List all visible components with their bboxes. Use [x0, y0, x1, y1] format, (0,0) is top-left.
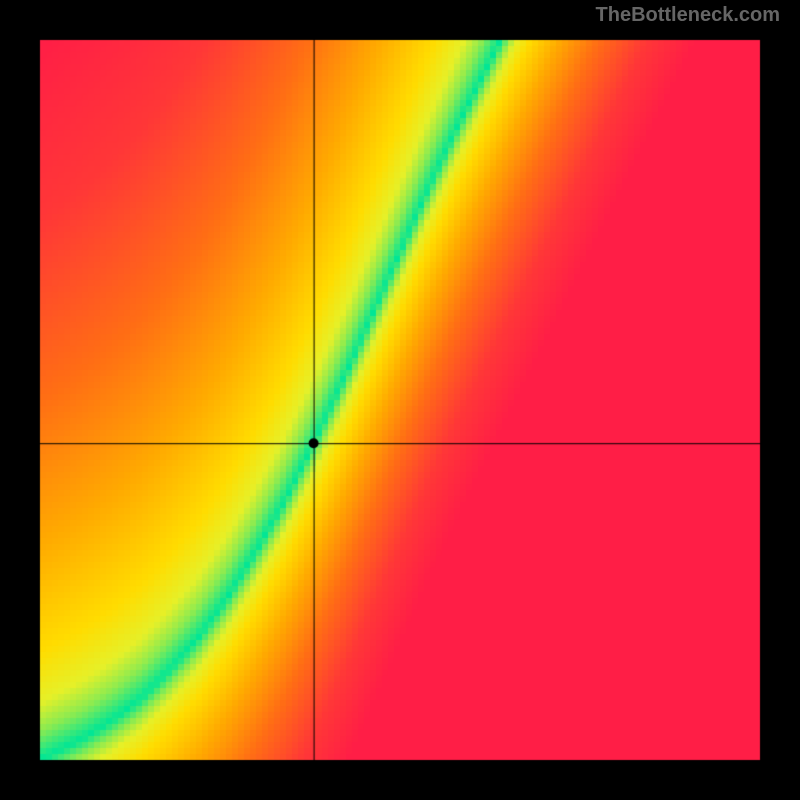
heatmap-canvas [0, 0, 800, 800]
chart-container: TheBottleneck.com [0, 0, 800, 800]
